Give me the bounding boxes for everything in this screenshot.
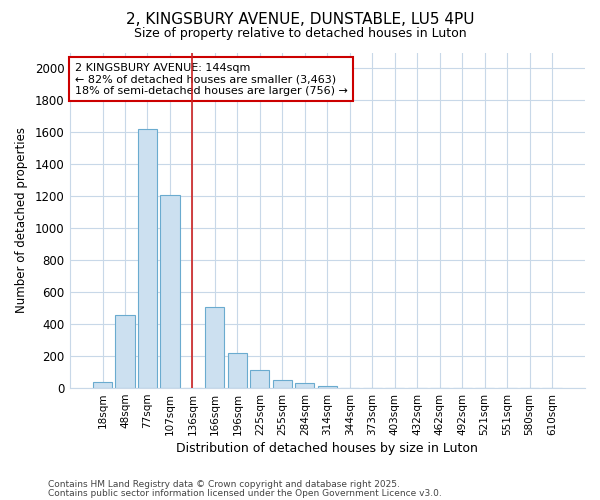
Bar [318, 386, 337, 388]
X-axis label: Distribution of detached houses by size in Luton: Distribution of detached houses by size … [176, 442, 478, 455]
Text: Contains public sector information licensed under the Open Government Licence v3: Contains public sector information licen… [48, 489, 442, 498]
Y-axis label: Number of detached properties: Number of detached properties [15, 128, 28, 314]
Text: Contains HM Land Registry data © Crown copyright and database right 2025.: Contains HM Land Registry data © Crown c… [48, 480, 400, 489]
Bar [93, 382, 112, 388]
Text: 2 KINGSBURY AVENUE: 144sqm
← 82% of detached houses are smaller (3,463)
18% of s: 2 KINGSBURY AVENUE: 144sqm ← 82% of deta… [75, 62, 347, 96]
Text: Size of property relative to detached houses in Luton: Size of property relative to detached ho… [134, 28, 466, 40]
Bar [228, 353, 247, 388]
Bar [205, 306, 224, 388]
Bar [115, 314, 134, 388]
Bar [295, 384, 314, 388]
Bar [160, 194, 179, 388]
Bar [250, 370, 269, 388]
Bar [138, 129, 157, 388]
Bar [273, 380, 292, 388]
Text: 2, KINGSBURY AVENUE, DUNSTABLE, LU5 4PU: 2, KINGSBURY AVENUE, DUNSTABLE, LU5 4PU [126, 12, 474, 28]
